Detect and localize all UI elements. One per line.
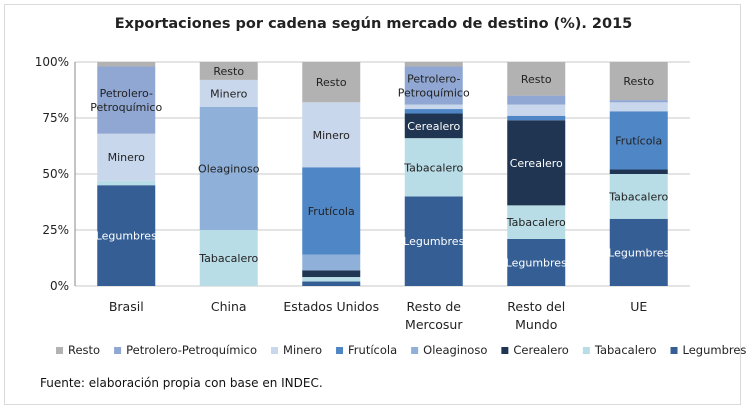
bar-segment bbox=[302, 167, 361, 255]
legend-swatch bbox=[501, 347, 509, 354]
bar-segment bbox=[609, 100, 668, 103]
segment-label: Legumbres bbox=[608, 246, 669, 259]
y-tick-label: 100% bbox=[35, 55, 69, 69]
x-tick-label: UE bbox=[630, 299, 647, 314]
segment-label: Resto bbox=[521, 73, 552, 86]
y-tick-label: 75% bbox=[42, 111, 69, 125]
segment-label: Petrolero- bbox=[100, 87, 153, 100]
bar-segment bbox=[302, 254, 361, 271]
bar-segment bbox=[507, 238, 566, 286]
bar-segment bbox=[97, 66, 156, 134]
legend-swatch bbox=[114, 347, 122, 354]
bar-segment bbox=[302, 281, 361, 286]
segment-label: Legumbres bbox=[403, 235, 464, 248]
bar-segment bbox=[404, 113, 463, 139]
y-tick-label: 25% bbox=[42, 223, 69, 237]
bar-segment bbox=[97, 180, 156, 186]
legend-label: Oleaginoso bbox=[423, 343, 487, 357]
legend-swatch bbox=[336, 347, 344, 354]
bar-segment bbox=[199, 106, 258, 230]
segment-label: Resto bbox=[213, 65, 244, 78]
source-note: Fuente: elaboración propia con base en I… bbox=[40, 376, 323, 390]
segment-label: Petroquímico bbox=[90, 101, 162, 114]
segment-label: Minero bbox=[108, 151, 146, 164]
bar-segment bbox=[97, 62, 156, 67]
bar-segment bbox=[404, 196, 463, 286]
bar-segment bbox=[404, 66, 463, 105]
bar-segment bbox=[302, 102, 361, 168]
bar-segment bbox=[199, 79, 258, 107]
bar-segment bbox=[507, 205, 566, 239]
legend-label: Frutícola bbox=[348, 343, 397, 357]
segment-label: Petrolero- bbox=[407, 73, 460, 86]
bar-segment bbox=[302, 270, 361, 278]
bar-segment bbox=[302, 62, 361, 103]
legend-label: Tabacalero bbox=[594, 343, 657, 357]
bar-segment bbox=[404, 104, 463, 110]
segment-label: Cerealero bbox=[510, 157, 563, 170]
bar-segment bbox=[609, 102, 668, 112]
bar-segment bbox=[609, 62, 668, 101]
segment-label: Resto bbox=[623, 75, 654, 88]
chart-title: Exportaciones por cadena según mercado d… bbox=[114, 16, 633, 32]
bar-segment bbox=[404, 138, 463, 197]
bar-segment bbox=[507, 95, 566, 105]
segment-label: Minero bbox=[210, 87, 248, 100]
segment-label: Tabacalero bbox=[506, 216, 566, 229]
legend-label: Petrolero-Petroquímico bbox=[126, 343, 257, 357]
segment-label: Minero bbox=[313, 129, 351, 142]
bar-segment bbox=[404, 62, 463, 67]
legend-label: Resto bbox=[68, 343, 100, 357]
bar-segment bbox=[97, 185, 156, 286]
bar-segment bbox=[609, 111, 668, 170]
bar-segment bbox=[199, 230, 258, 286]
legend-swatch bbox=[582, 347, 590, 354]
bar-segment bbox=[507, 104, 566, 116]
segment-label: Tabacalero bbox=[198, 252, 258, 265]
segment-label: Petroquímico bbox=[398, 87, 470, 100]
x-tick-label: Resto de bbox=[407, 299, 462, 314]
legend-swatch bbox=[411, 347, 419, 354]
bar-segment bbox=[507, 62, 566, 96]
segment-label: Tabacalero bbox=[403, 161, 463, 174]
x-tick-label: Mercosur bbox=[405, 317, 463, 332]
legend-label: Legumbres bbox=[683, 343, 747, 357]
bar-segment bbox=[302, 277, 361, 282]
x-tick-label: Mundo bbox=[515, 317, 557, 332]
bar-segment bbox=[507, 115, 566, 121]
legend-label: Cerealero bbox=[513, 343, 568, 357]
legend-swatch bbox=[670, 347, 678, 354]
segment-label: Legumbres bbox=[96, 230, 157, 243]
x-tick-label: Resto del bbox=[507, 299, 565, 314]
bar-segment bbox=[404, 109, 463, 114]
x-tick-label: Estados Unidos bbox=[283, 299, 379, 314]
y-tick-label: 0% bbox=[50, 279, 69, 293]
segment-label: Oleaginoso bbox=[198, 162, 260, 175]
y-tick-label: 50% bbox=[42, 167, 69, 181]
legend-label: Minero bbox=[283, 343, 322, 357]
x-tick-label: Brasil bbox=[109, 299, 144, 314]
bar-segment bbox=[609, 174, 668, 219]
segment-label: Tabacalero bbox=[608, 190, 668, 203]
bar-segment bbox=[609, 169, 668, 174]
x-tick-label: China bbox=[211, 299, 247, 314]
segment-label: Cerealero bbox=[407, 120, 460, 133]
segment-label: Resto bbox=[316, 76, 347, 89]
bar-segment bbox=[199, 62, 258, 80]
legend-swatch bbox=[56, 347, 63, 354]
segment-label: Legumbres bbox=[506, 256, 567, 269]
bar-segment bbox=[97, 133, 156, 181]
bar-segment bbox=[609, 218, 668, 286]
segment-label: Frutícola bbox=[615, 134, 662, 147]
bar-segment bbox=[507, 120, 566, 206]
legend-swatch bbox=[271, 347, 279, 354]
segment-label: Frutícola bbox=[308, 205, 355, 218]
